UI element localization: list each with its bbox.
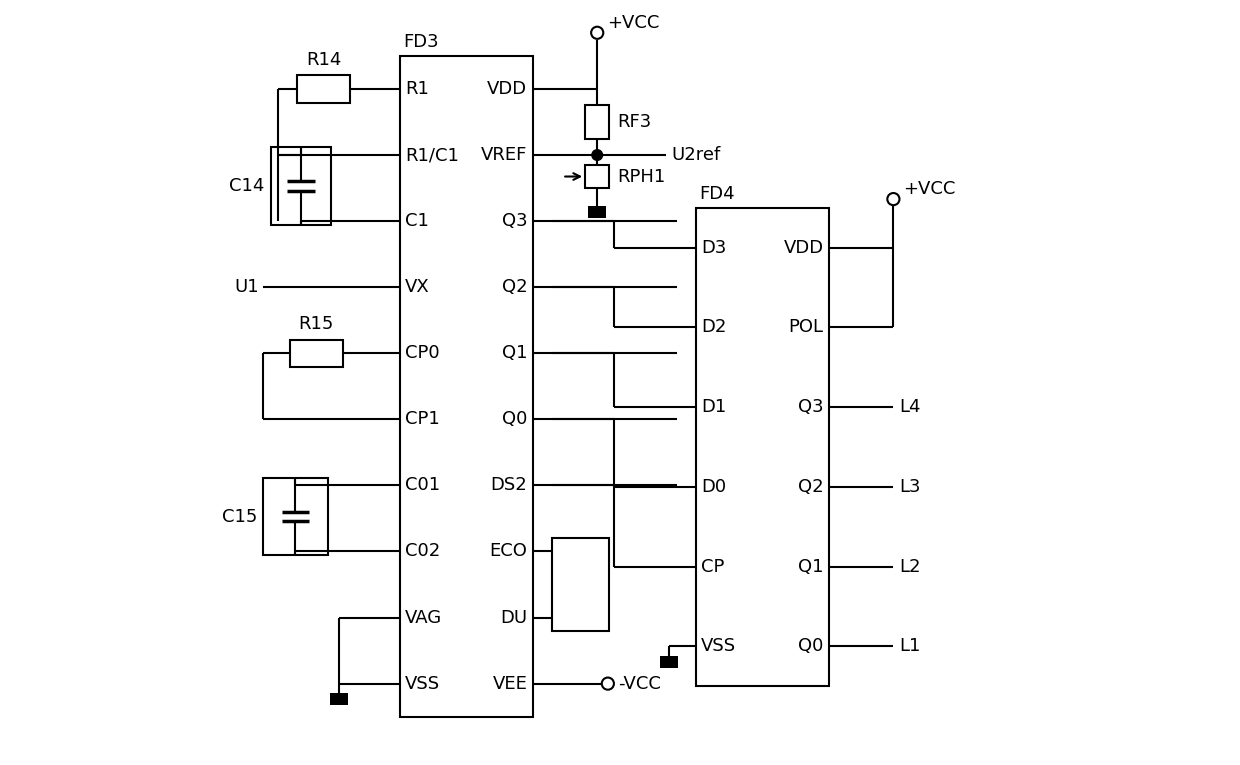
Text: Q3: Q3 [502, 212, 527, 230]
Text: Q0: Q0 [799, 637, 823, 656]
Bar [588, 206, 606, 218]
Bar [399, 56, 533, 717]
Text: Q2: Q2 [797, 478, 823, 496]
Text: VEE: VEE [492, 675, 527, 692]
Text: VAG: VAG [405, 608, 443, 627]
Text: -VCC: -VCC [619, 675, 661, 692]
Text: VDD: VDD [487, 80, 527, 98]
Text: R14: R14 [306, 51, 341, 69]
Text: L1: L1 [899, 637, 921, 656]
Text: CP: CP [702, 558, 724, 576]
Text: RF3: RF3 [618, 113, 651, 131]
Text: L3: L3 [899, 478, 921, 496]
Text: VSS: VSS [702, 637, 737, 656]
Text: L4: L4 [899, 398, 921, 416]
Text: R15: R15 [299, 315, 334, 334]
Text: C15: C15 [222, 507, 257, 526]
Text: C14: C14 [229, 177, 264, 195]
Text: Q1: Q1 [502, 344, 527, 363]
Circle shape [591, 150, 603, 161]
Bar [585, 164, 609, 188]
Text: VDD: VDD [784, 239, 823, 257]
Text: RPH1: RPH1 [618, 168, 665, 186]
Text: D1: D1 [702, 398, 727, 416]
Text: ECO: ECO [490, 542, 527, 561]
Bar [696, 208, 828, 686]
Text: CP0: CP0 [405, 344, 440, 363]
Text: R1: R1 [405, 80, 429, 98]
Bar [660, 656, 678, 668]
Text: D0: D0 [702, 478, 727, 496]
Text: Q0: Q0 [502, 410, 527, 428]
Text: VREF: VREF [481, 146, 527, 164]
Text: D3: D3 [702, 239, 727, 257]
Text: C1: C1 [405, 212, 429, 230]
Bar [270, 148, 331, 225]
Text: U2ref: U2ref [672, 146, 720, 164]
Text: VX: VX [405, 278, 430, 296]
Text: L2: L2 [899, 558, 921, 576]
Text: VSS: VSS [405, 675, 440, 692]
Text: +VCC: +VCC [608, 14, 660, 32]
Text: +VCC: +VCC [903, 181, 956, 198]
Text: FD3: FD3 [403, 33, 439, 51]
Bar [290, 340, 342, 367]
Text: Q2: Q2 [502, 278, 527, 296]
Text: Q3: Q3 [797, 398, 823, 416]
Bar [298, 75, 351, 103]
Text: U1: U1 [234, 278, 259, 296]
Text: DS2: DS2 [491, 477, 527, 494]
Text: FD4: FD4 [699, 185, 735, 203]
Text: POL: POL [789, 318, 823, 337]
Text: CP1: CP1 [405, 410, 440, 428]
Bar [585, 105, 609, 139]
Text: C01: C01 [405, 477, 440, 494]
Text: DU: DU [500, 608, 527, 627]
Text: C02: C02 [405, 542, 440, 561]
Bar [263, 478, 327, 555]
Text: R1/C1: R1/C1 [405, 146, 459, 164]
Text: Q1: Q1 [799, 558, 823, 576]
Bar [552, 538, 609, 631]
Bar [330, 693, 348, 705]
Text: D2: D2 [702, 318, 727, 337]
